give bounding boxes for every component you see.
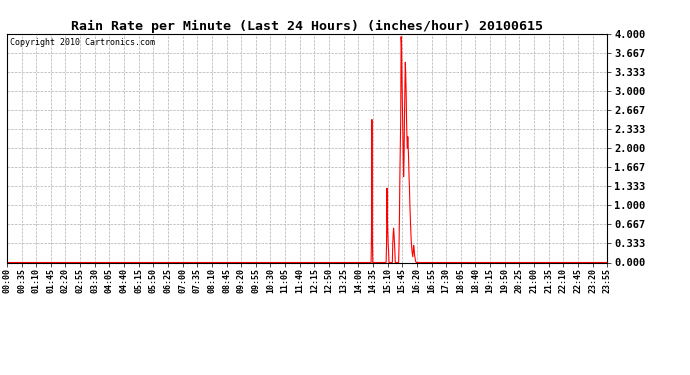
Title: Rain Rate per Minute (Last 24 Hours) (inches/hour) 20100615: Rain Rate per Minute (Last 24 Hours) (in… [71, 20, 543, 33]
Text: Copyright 2010 Cartronics.com: Copyright 2010 Cartronics.com [10, 38, 155, 47]
